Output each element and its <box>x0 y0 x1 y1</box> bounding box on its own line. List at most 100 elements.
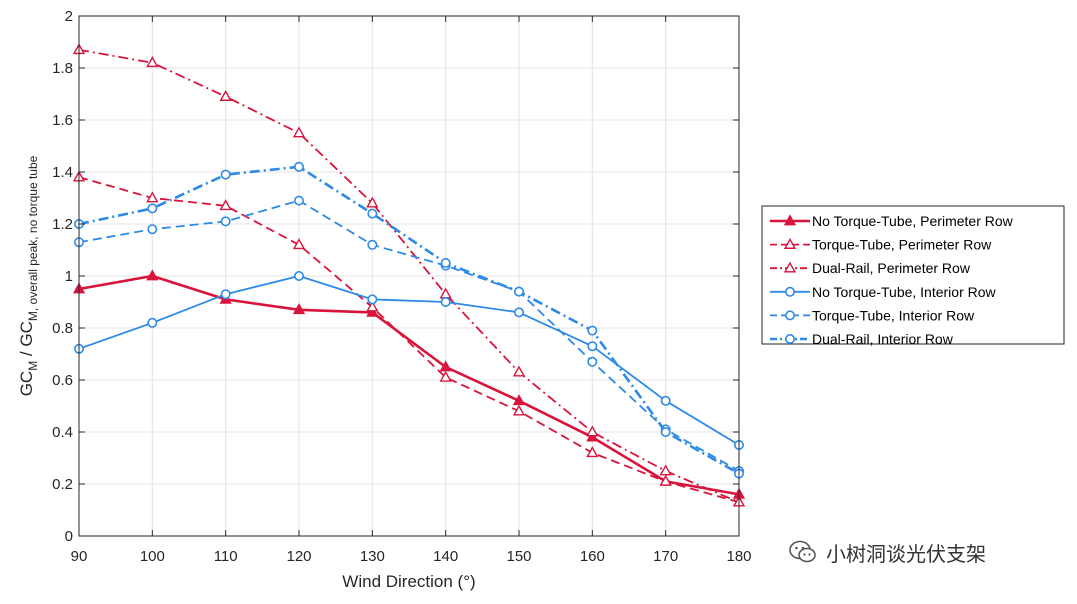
data-point <box>219 89 232 101</box>
x-tick-label: 90 <box>71 548 88 565</box>
data-point <box>293 195 304 206</box>
legend-label: No Torque-Tube, Perimeter Row <box>812 213 1014 229</box>
data-point <box>293 161 304 172</box>
series-line <box>78 48 740 504</box>
legend-item: No Torque-Tube, Perimeter Row <box>770 213 1014 229</box>
legend-swatch-marker <box>784 333 795 344</box>
data-point <box>147 317 158 328</box>
data-point <box>366 196 379 208</box>
series-line <box>78 275 740 446</box>
data-point <box>220 216 231 227</box>
data-point <box>220 169 231 180</box>
y-axis-title-sub-m: M <box>26 361 40 371</box>
y-tick-label: 1.6 <box>52 112 73 129</box>
legend-item: Dual-Rail, Perimeter Row <box>770 260 971 276</box>
data-point <box>660 426 671 437</box>
data-point <box>659 464 672 476</box>
series-line <box>78 165 740 475</box>
x-tick-label: 110 <box>214 548 238 565</box>
data-point <box>586 425 599 437</box>
data-point <box>292 303 306 315</box>
legend-swatch-marker <box>784 310 795 321</box>
data-point <box>220 289 231 300</box>
y-tick-label: 0.4 <box>52 424 73 441</box>
legend-item: Torque-Tube, Perimeter Row <box>770 237 992 253</box>
data-point <box>587 341 598 352</box>
data-point <box>293 270 304 281</box>
x-tick-label: 150 <box>506 548 531 565</box>
data-point <box>439 360 452 372</box>
data-point <box>147 224 158 235</box>
data-point <box>367 294 378 305</box>
x-tick-label: 160 <box>580 548 605 565</box>
legend-item: Dual-Rail, Interior Row <box>770 331 954 347</box>
y-tick-label: 1 <box>65 268 73 285</box>
y-tick-label: 0.2 <box>52 476 73 493</box>
data-point <box>147 203 158 214</box>
data-point <box>146 56 159 68</box>
data-point <box>587 325 598 336</box>
data-point <box>292 126 306 138</box>
data-point <box>367 239 378 250</box>
data-point <box>586 430 599 442</box>
legend-label: No Torque-Tube, Interior Row <box>812 284 997 300</box>
data-point <box>367 208 378 219</box>
data-point <box>660 395 671 406</box>
x-tick-label: 120 <box>286 548 311 565</box>
legend-item: No Torque-Tube, Interior Row <box>770 284 997 300</box>
y-axis-title: GCM / GCM, overall peak, no torque tube <box>17 155 40 396</box>
data-point <box>587 356 598 367</box>
legend-swatch-marker <box>783 214 797 226</box>
data-point <box>146 269 159 281</box>
data-point <box>513 307 524 318</box>
y-axis-title-slash-gc: / GC <box>17 321 36 361</box>
y-tick-label: 1.4 <box>52 164 73 181</box>
data-point <box>440 257 451 268</box>
y-tick-label: 0.8 <box>52 320 73 337</box>
data-point <box>586 446 599 458</box>
series-line <box>78 274 740 496</box>
x-tick-label: 140 <box>433 548 458 565</box>
wechat-icon <box>789 540 816 563</box>
legend-label: Torque-Tube, Perimeter Row <box>812 237 992 253</box>
watermark-text: 小树洞谈光伏支架 <box>826 541 986 566</box>
y-axis-title-gc: GC <box>17 371 36 397</box>
legend-swatch-marker <box>784 286 795 297</box>
y-tick-label: 1.8 <box>52 60 73 77</box>
legend-label: Dual-Rail, Perimeter Row <box>812 260 971 276</box>
axis-ticks: 90 100 110 120 130 140 150 160 170 180 0 0.2 0.4 0.6 0… <box>52 8 751 565</box>
data-point <box>292 238 306 250</box>
legend-label: Torque-Tube, Interior Row <box>812 307 975 323</box>
data-point <box>146 191 159 203</box>
y-tick-label: 2 <box>65 8 73 25</box>
legend: No Torque-Tube, Perimeter Row Torque-Tube… <box>761 205 1065 347</box>
data-point <box>440 296 451 307</box>
series-1 <box>72 269 746 499</box>
legend-item: Torque-Tube, Interior Row <box>770 307 975 323</box>
y-tick-label: 0 <box>65 528 73 545</box>
x-tick-label: 130 <box>360 548 385 565</box>
y-axis-title-sub-overall: M, overall peak, no torque tube <box>26 155 40 321</box>
data-point <box>659 474 672 486</box>
data-point <box>512 404 526 416</box>
y-tick-label: 1.2 <box>52 216 73 233</box>
x-tick-label: 170 <box>653 548 678 565</box>
x-tick-label: 100 <box>140 548 165 565</box>
legend-box <box>761 205 1065 345</box>
legend-swatch-marker <box>783 261 797 273</box>
data-point <box>439 370 452 382</box>
data-point <box>219 199 232 211</box>
data-point <box>512 394 526 406</box>
legend-label: Dual-Rail, Interior Row <box>812 331 954 347</box>
data-point <box>366 300 379 312</box>
data-point <box>513 286 524 297</box>
data-point <box>512 365 526 377</box>
series-line <box>78 176 740 504</box>
y-tick-label: 0.6 <box>52 372 73 389</box>
watermark: 小树洞谈光伏支架 <box>788 534 986 570</box>
data-point <box>366 305 379 317</box>
legend-swatch-marker <box>783 237 797 249</box>
x-axis-title: Wind Direction (°) <box>342 572 475 591</box>
